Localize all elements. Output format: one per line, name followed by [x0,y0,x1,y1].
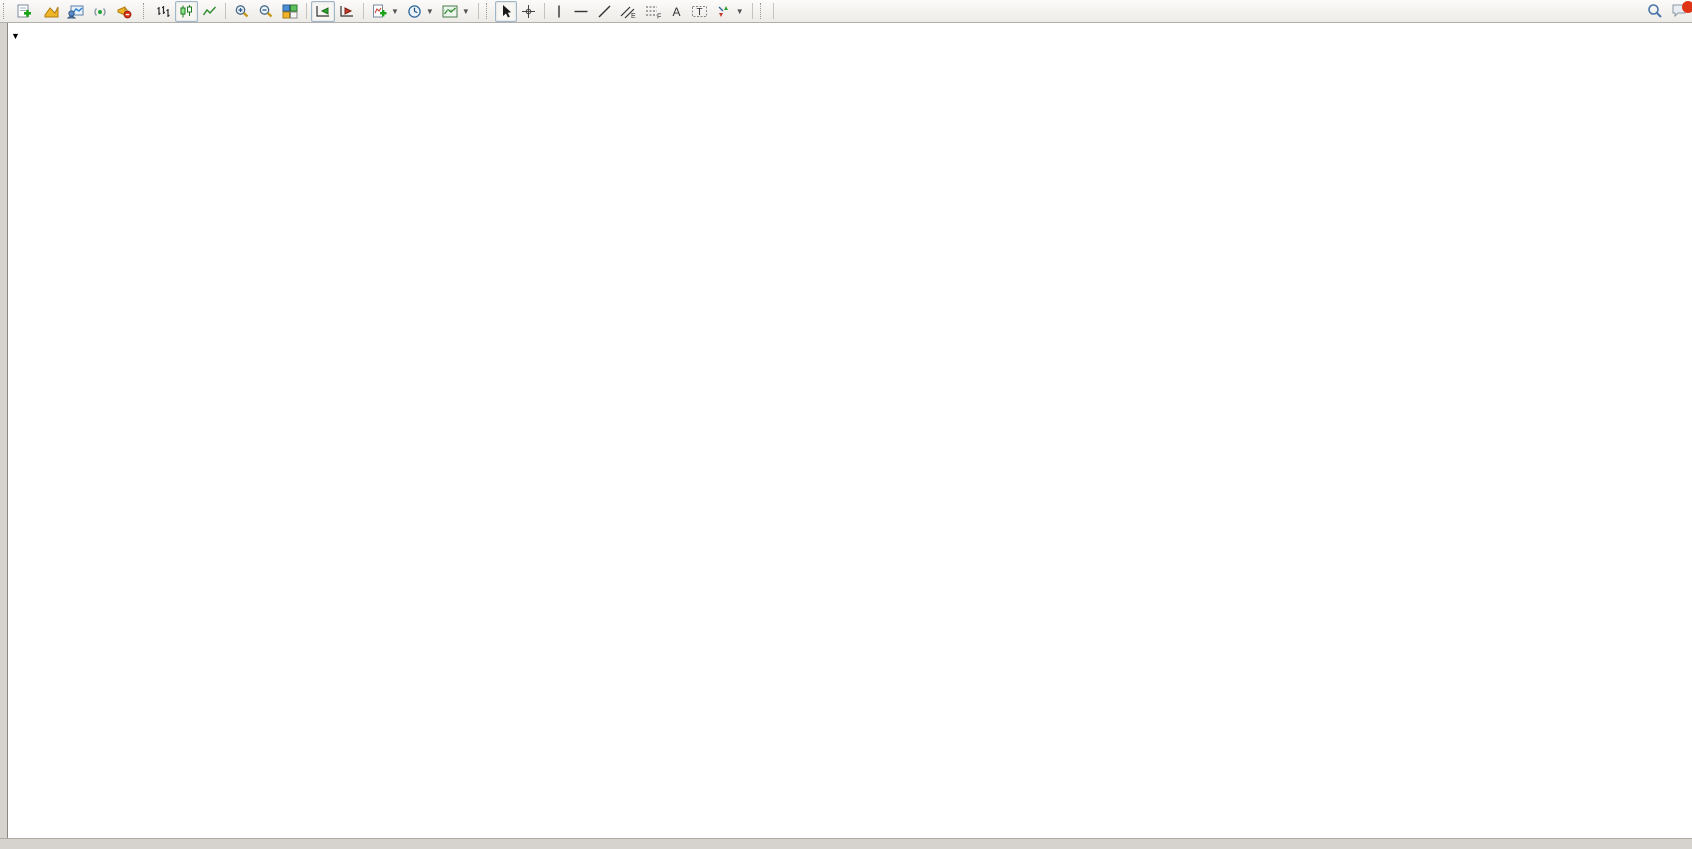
cursor-button[interactable] [494,0,517,22]
crosshair-button[interactable] [517,1,540,22]
window-left-edge [0,22,8,848]
trendline-button[interactable] [593,1,616,22]
text-button[interactable]: A [666,1,687,22]
zoom-out-icon [259,4,273,17]
profiles-button[interactable] [63,1,88,22]
chart-title: ▼ [11,28,32,42]
line-chart-button[interactable] [198,1,221,22]
new-order-button[interactable] [12,1,39,22]
toolbar-separator [543,3,545,19]
periods-button[interactable]: ▼ [403,1,438,22]
horizontal-line-button[interactable] [569,1,593,22]
svg-text:E: E [631,13,636,19]
zoom-in-icon [235,4,249,17]
tile-windows-button[interactable] [278,1,302,22]
toolbar: ▼ ▼ ▼ [0,0,1692,23]
fibonacci-button[interactable]: F [641,1,666,22]
candlestick-chart-icon [180,4,192,17]
svg-text:F: F [657,13,661,19]
macd-label [11,600,29,612]
svg-text:T: T [696,7,702,18]
profiles-icon [67,5,84,18]
svg-text:A: A [672,5,680,19]
chart-shift-icon [340,5,353,17]
arrows-button[interactable]: ▼ [712,1,748,22]
toolbar-grip [143,3,149,19]
toolbar-separator [363,3,364,19]
indicators-icon [373,4,387,17]
candlestick-chart-button[interactable] [175,0,198,22]
window-bottom-edge [0,838,1692,849]
notification-badge [1682,0,1692,13]
signals-button[interactable] [88,1,112,22]
line-chart-icon [202,6,217,15]
fibonacci-icon: F [645,6,661,19]
chevron-down-icon: ▼ [425,6,434,16]
toolbar-separator [772,3,774,19]
chat-button[interactable] [1671,0,1692,21]
signals-icon [94,7,106,16]
auto-scroll-button[interactable] [311,0,335,22]
equidistant-channel-icon: E [620,6,636,19]
chevron-down-icon: ▼ [461,6,470,16]
equidistant-channel-button[interactable]: E [616,1,641,22]
toolbar-grip [3,3,9,19]
text-icon: A [672,5,680,19]
zoom-out-button[interactable] [254,1,278,22]
new-chart-icon [44,6,59,17]
toolbar-grip [485,3,492,19]
toolbar-separator [306,3,307,19]
zoom-in-button[interactable] [230,1,254,22]
chart-title-dropdown-icon[interactable]: ▼ [11,31,20,41]
new-order-icon [17,4,31,17]
toolbar-separator [477,3,479,19]
arrows-icon [718,5,728,17]
auto-trading-icon [117,5,132,18]
search-icon[interactable] [1647,3,1663,19]
trendline-icon [598,5,611,17]
crosshair-icon [521,4,535,18]
text-label-icon: T [691,5,707,18]
toolbar-grip [759,3,766,19]
auto-trading-button[interactable] [112,1,140,22]
auto-scroll-icon [316,5,329,17]
toolbar-separator [225,3,226,19]
chevron-down-icon: ▼ [391,6,399,16]
template-icon [442,5,458,17]
horizontal-line-icon [574,10,588,12]
vertical-line-button[interactable] [549,1,569,22]
tile-windows-icon [282,4,298,18]
vertical-line-icon [558,5,560,17]
chart-shift-button[interactable] [335,1,359,22]
text-label-button[interactable]: T [687,1,712,22]
rsi-label [11,724,23,736]
bar-chart-button[interactable] [152,1,175,22]
toolbar-separator [751,3,753,19]
indicators-button[interactable]: ▼ [368,1,403,22]
templates-button[interactable]: ▼ [438,1,474,22]
clock-icon [408,4,421,18]
chevron-down-icon: ▼ [735,6,744,16]
new-chart-button[interactable] [39,1,63,22]
bar-chart-icon [157,5,170,17]
cursor-icon [502,4,511,17]
